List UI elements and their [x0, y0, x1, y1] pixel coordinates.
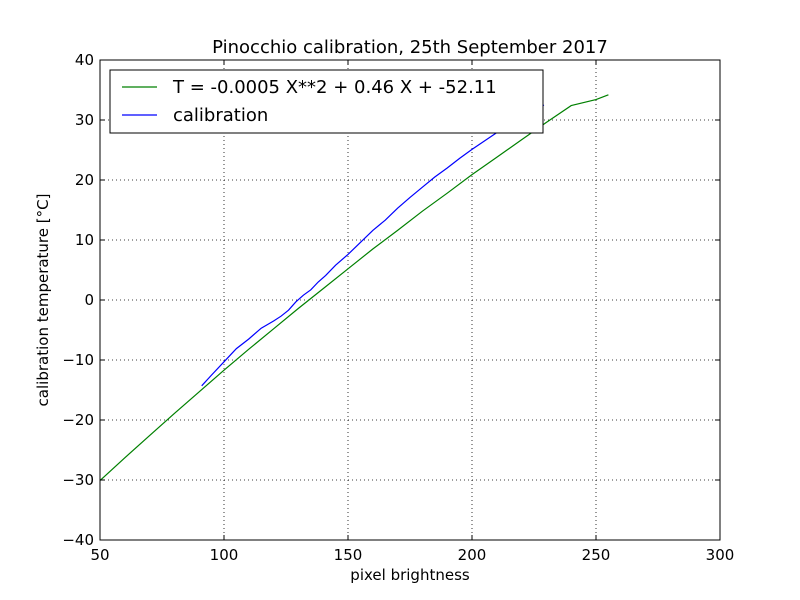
legend-box — [109, 69, 544, 134]
y-tick-label: −40 — [62, 531, 94, 549]
x-axis-label: pixel brightness — [350, 566, 470, 584]
x-tick-label: 100 — [210, 546, 239, 564]
y-tick-label: 0 — [84, 291, 94, 309]
x-tick-label: 150 — [334, 546, 363, 564]
y-tick-label: −10 — [62, 351, 94, 369]
legend: T = -0.0005 X**2 + 0.46 X + -52.11 calibr… — [109, 69, 544, 134]
calibration-series-line — [201, 104, 545, 387]
x-tick-label: 250 — [582, 546, 611, 564]
y-tick-label: −20 — [62, 411, 94, 429]
x-tick-label: 300 — [706, 546, 735, 564]
y-tick-label: 10 — [75, 231, 94, 249]
grid-layer — [100, 60, 720, 540]
y-tick-label: 40 — [75, 51, 94, 69]
x-tick-label: 50 — [90, 546, 109, 564]
legend-entry-label: T = -0.0005 X**2 + 0.46 X + -52.11 — [172, 77, 497, 98]
legend-entry-label: calibration — [173, 105, 268, 126]
tick-layer: 50 100 150 200 250 300 −40 −30 −20 −10 0 10 20 30 40 — [62, 51, 734, 564]
x-tick-label: 200 — [458, 546, 487, 564]
chart-title: Pinocchio calibration, 25th September 20… — [212, 37, 608, 58]
y-tick-label: −30 — [62, 471, 94, 489]
y-tick-label: 30 — [75, 111, 94, 129]
y-axis-label: calibration temperature [°C] — [34, 194, 52, 407]
y-tick-label: 20 — [75, 171, 94, 189]
